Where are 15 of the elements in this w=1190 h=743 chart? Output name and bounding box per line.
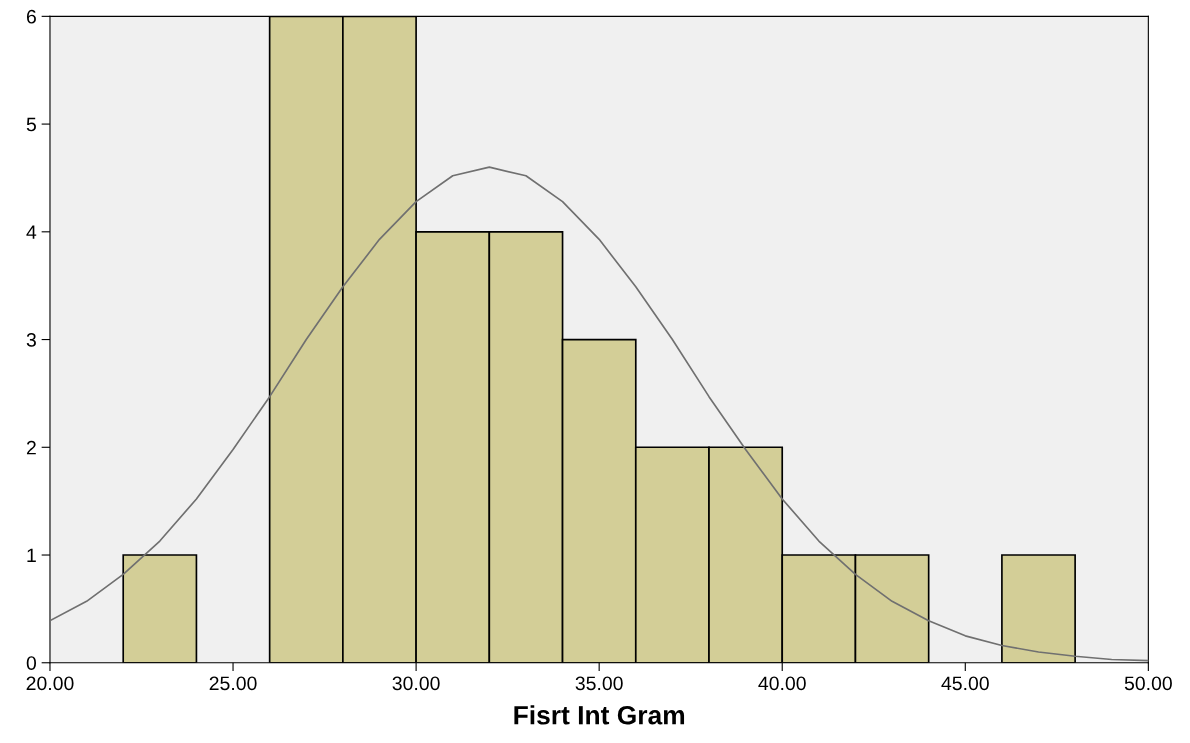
x-tick-label: 40.00 <box>758 676 806 691</box>
x-tick-label: 50.00 <box>1124 676 1172 691</box>
y-tick-label: 3 <box>26 333 36 347</box>
x-axis-title: Fisrt Int Gram <box>514 705 685 725</box>
y-tick-label: 6 <box>26 9 36 24</box>
y-tick-label: 5 <box>26 117 36 132</box>
y-tick-label: 2 <box>26 440 36 455</box>
x-tick-label: 30.00 <box>392 676 440 691</box>
x-tick-label: 45.00 <box>941 676 989 691</box>
x-tick-label: 20.00 <box>26 676 74 691</box>
y-tick-label: 1 <box>27 548 36 563</box>
x-tick-label: 25.00 <box>209 676 257 691</box>
y-tick-label: 4 <box>26 225 37 239</box>
x-tick-label: 35.00 <box>575 676 623 691</box>
y-tick-label: 0 <box>26 656 37 670</box>
